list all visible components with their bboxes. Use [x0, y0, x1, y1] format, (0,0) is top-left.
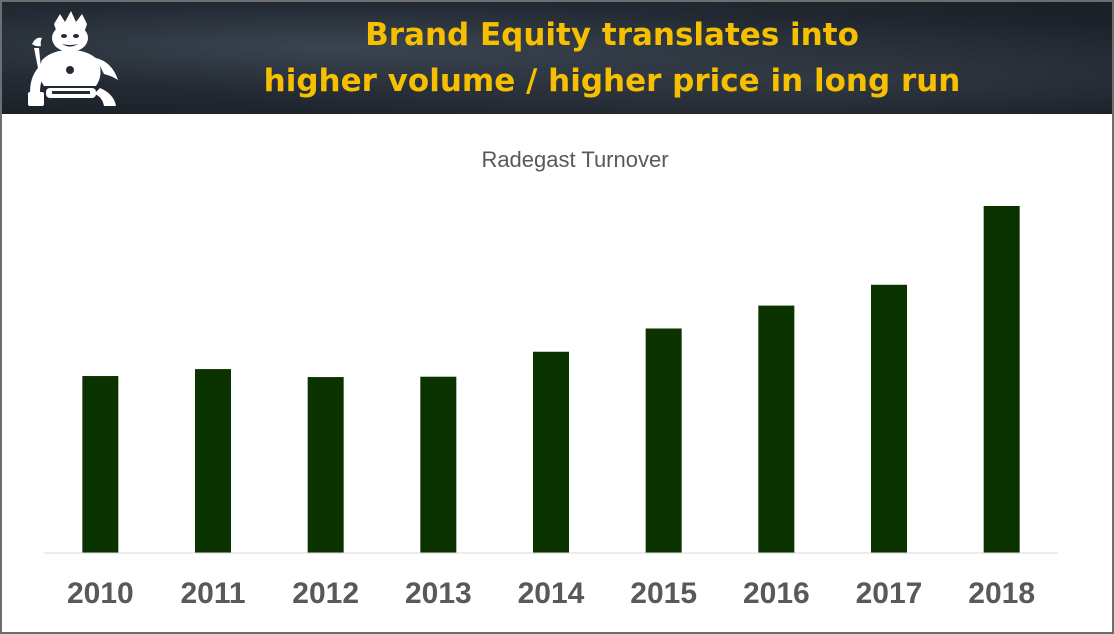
bar-2018: [983, 206, 1020, 553]
bar-2011: [195, 369, 231, 553]
radegast-deity-logo-icon: [28, 11, 118, 106]
bar-2010: [82, 376, 119, 553]
x-tick-label-2015: 2015: [630, 577, 697, 610]
slide-title-line-2: higher volume / higher price in long run: [263, 63, 961, 99]
x-tick-label-2016: 2016: [743, 577, 810, 610]
slide-title: Brand Equity translates into higher volu…: [142, 12, 1082, 104]
turnover-bar-chart: Radegast Turnover 2010 2011 2012 2013 2014 20…: [44, 147, 1058, 610]
x-tick-label-2017: 2017: [856, 577, 923, 610]
bar-2017: [871, 284, 907, 553]
x-tick-label-2018: 2018: [968, 577, 1035, 610]
bar-2014: [533, 351, 569, 553]
x-tick-label-2014: 2014: [518, 577, 585, 610]
chart-title: Radegast Turnover: [481, 147, 668, 172]
x-tick-label-2013: 2013: [405, 577, 472, 610]
x-tick-label-2010: 2010: [67, 577, 134, 610]
bar-2012: [307, 377, 344, 553]
bar-2015: [645, 328, 682, 553]
bar-2016: [758, 305, 795, 553]
x-tick-label-2012: 2012: [292, 577, 359, 610]
x-tick-label-2011: 2011: [180, 577, 245, 610]
bar-group: [82, 206, 1020, 553]
header-banner: Brand Equity translates into higher volu…: [2, 2, 1112, 114]
x-tick-labels: 2010 2011 2012 2013 2014 2015 2016 2017 2018: [67, 577, 1035, 610]
slide-title-line-1: Brand Equity translates into: [365, 17, 859, 53]
bar-2013: [420, 376, 457, 553]
